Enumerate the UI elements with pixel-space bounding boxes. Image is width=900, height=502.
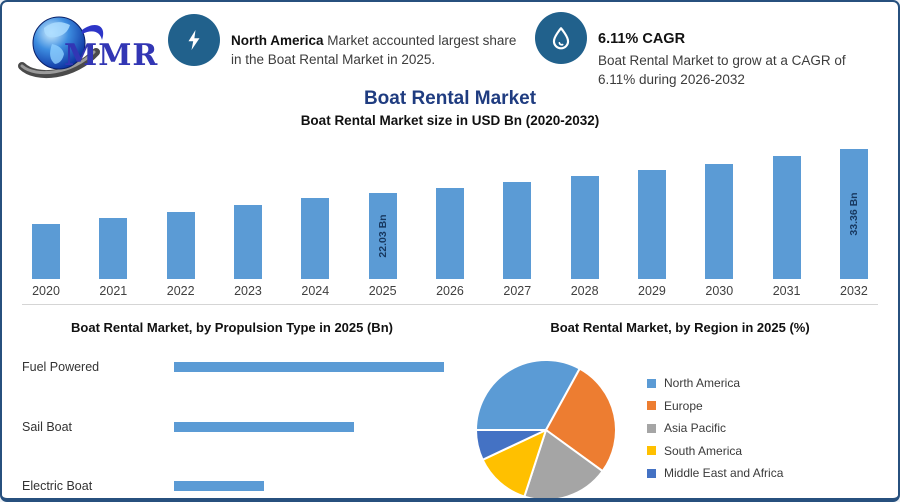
propulsion-section: Boat Rental Market, by Propulsion Type i… <box>2 314 462 498</box>
bar-2024 <box>301 198 330 279</box>
year-label-2028: 2028 <box>570 284 599 298</box>
year-label-2027: 2027 <box>503 284 532 298</box>
pie-slice-middle-east-and-africa <box>474 429 547 462</box>
bar-column-2028: 2028 <box>570 176 599 298</box>
legend-item-3: South America <box>647 440 783 463</box>
annual-bar-chart: 2020 2021 2022 2023 2024 22.03 Bn 2025 2026 2027… <box>32 141 868 298</box>
bar-2027 <box>503 182 532 279</box>
globe-continent-south <box>50 44 64 64</box>
legend-swatch-3 <box>647 446 656 456</box>
bar-column-2023: 2023 <box>233 205 262 298</box>
pie-slice-north-america <box>474 359 582 431</box>
legend-swatch-2 <box>647 423 656 433</box>
region-section: Boat Rental Market, by Region in 2025 (%… <box>462 314 898 498</box>
bar-column-2021: 2021 <box>99 218 128 298</box>
pie-slice-south-america <box>481 428 548 498</box>
year-label-2030: 2030 <box>705 284 734 298</box>
bar-2021 <box>99 218 128 279</box>
year-label-2023: 2023 <box>234 284 262 298</box>
year-label-2032: 2032 <box>840 284 868 298</box>
legend-item-0: North America <box>647 372 783 395</box>
bar-column-2026: 2026 <box>435 188 464 298</box>
bar-2022 <box>166 212 195 279</box>
bar-column-2022: 2022 <box>166 212 195 298</box>
legend-item-4: Middle East and Africa <box>647 462 783 485</box>
bar-2030 <box>705 164 734 279</box>
globe-icon <box>18 16 104 79</box>
droplet-icon <box>535 12 587 64</box>
legend-swatch-1 <box>647 401 656 411</box>
badge-cagr: 6.11% CAGR Boat Rental Market to grow at… <box>535 12 891 103</box>
propulsion-row-2: Electric Boat <box>2 479 462 493</box>
propulsion-label-0: Fuel Powered <box>22 360 100 374</box>
bar-value-label-2025: 22.03 Bn <box>376 214 389 258</box>
bar-2023 <box>233 205 262 279</box>
pie-slice-asia-pacific <box>523 428 605 498</box>
badge-cagr-text: 6.11% CAGR Boat Rental Market to grow at… <box>598 26 846 90</box>
year-label-2026: 2026 <box>436 284 464 298</box>
cagr-line2: 6.11% during 2026-2032 <box>598 72 745 88</box>
bar-2031 <box>772 156 801 279</box>
badge-north-america-text: North America Market accounted largest s… <box>231 28 528 70</box>
propulsion-bar-2 <box>174 481 264 491</box>
swoosh-gray-highlight <box>20 50 96 75</box>
bar-column-2030: 2030 <box>705 164 734 298</box>
year-label-2029: 2029 <box>638 284 666 298</box>
year-label-2025: 2025 <box>368 284 397 298</box>
axis-divider-line <box>22 304 878 305</box>
legend-item-1: Europe <box>647 395 783 418</box>
year-label-2024: 2024 <box>301 284 330 298</box>
legend-label-0: North America <box>664 376 741 391</box>
propulsion-label-1: Sail Boat <box>22 420 73 434</box>
badge-highlight: North America <box>231 32 324 48</box>
propulsion-bar-1 <box>174 422 354 432</box>
region-title: Boat Rental Market, by Region in 2025 (%… <box>550 320 810 335</box>
cagr-title: 6.11% CAGR <box>598 30 686 47</box>
cagr-line1: Boat Rental Market to grow at a CAGR of <box>598 52 846 68</box>
bar-column-2024: 2024 <box>301 198 330 298</box>
legend-swatch-0 <box>647 378 656 388</box>
legend-swatch-4 <box>647 468 656 478</box>
year-label-2031: 2031 <box>772 284 801 298</box>
bar-2029 <box>637 170 666 279</box>
swoosh-blue <box>82 25 104 40</box>
bar-2020 <box>32 224 60 279</box>
bar-2026 <box>435 188 464 279</box>
year-label-2022: 2022 <box>166 284 195 298</box>
propulsion-title: Boat Rental Market, by Propulsion Type i… <box>71 320 393 335</box>
bar-column-2025: 22.03 Bn 2025 <box>368 193 397 298</box>
bar-2028 <box>570 176 599 279</box>
mmr-logo: MMR <box>12 6 172 82</box>
propulsion-bar-0 <box>174 362 444 372</box>
legend-label-2: Asia Pacific <box>664 421 727 436</box>
propulsion-row-0: Fuel Powered <box>2 360 462 374</box>
bar-column-2027: 2027 <box>503 182 532 298</box>
legend-label-4: Middle East and Africa <box>664 466 784 481</box>
legend-label-3: South America <box>664 443 743 458</box>
bar-column-2031: 2031 <box>772 156 801 298</box>
year-label-2020: 2020 <box>32 284 60 298</box>
globe-continent-north <box>44 22 70 38</box>
page-title: Boat Rental Market <box>363 88 537 109</box>
lightning-icon <box>168 14 220 66</box>
region-legend: North America Europe Asia Pacific South Ame… <box>647 372 783 485</box>
propulsion-label-2: Electric Boat <box>22 479 93 493</box>
year-label-2021: 2021 <box>99 284 128 298</box>
bar-2025: 22.03 Bn <box>368 193 397 279</box>
legend-label-1: Europe <box>664 398 703 413</box>
logo-text: MMR <box>64 38 159 73</box>
bar-column-2020: 2020 <box>32 224 60 298</box>
bar-2032: 33.36 Bn <box>839 149 868 279</box>
propulsion-row-1: Sail Boat <box>2 420 462 434</box>
legend-item-2: Asia Pacific <box>647 417 783 440</box>
badge-north-america: North America Market accounted largest s… <box>168 14 528 83</box>
bar-column-2029: 2029 <box>637 170 666 298</box>
page-subtitle: Boat Rental Market size in USD Bn (2020-… <box>300 113 600 128</box>
bar-value-label-2032: 33.36 Bn <box>847 192 860 236</box>
bar-column-2032: 33.36 Bn 2032 <box>839 149 868 298</box>
pie-slice-europe <box>544 367 617 473</box>
region-pie-chart <box>474 359 617 498</box>
badge-text-rest: Market accounted largest share in the Bo… <box>231 32 517 68</box>
